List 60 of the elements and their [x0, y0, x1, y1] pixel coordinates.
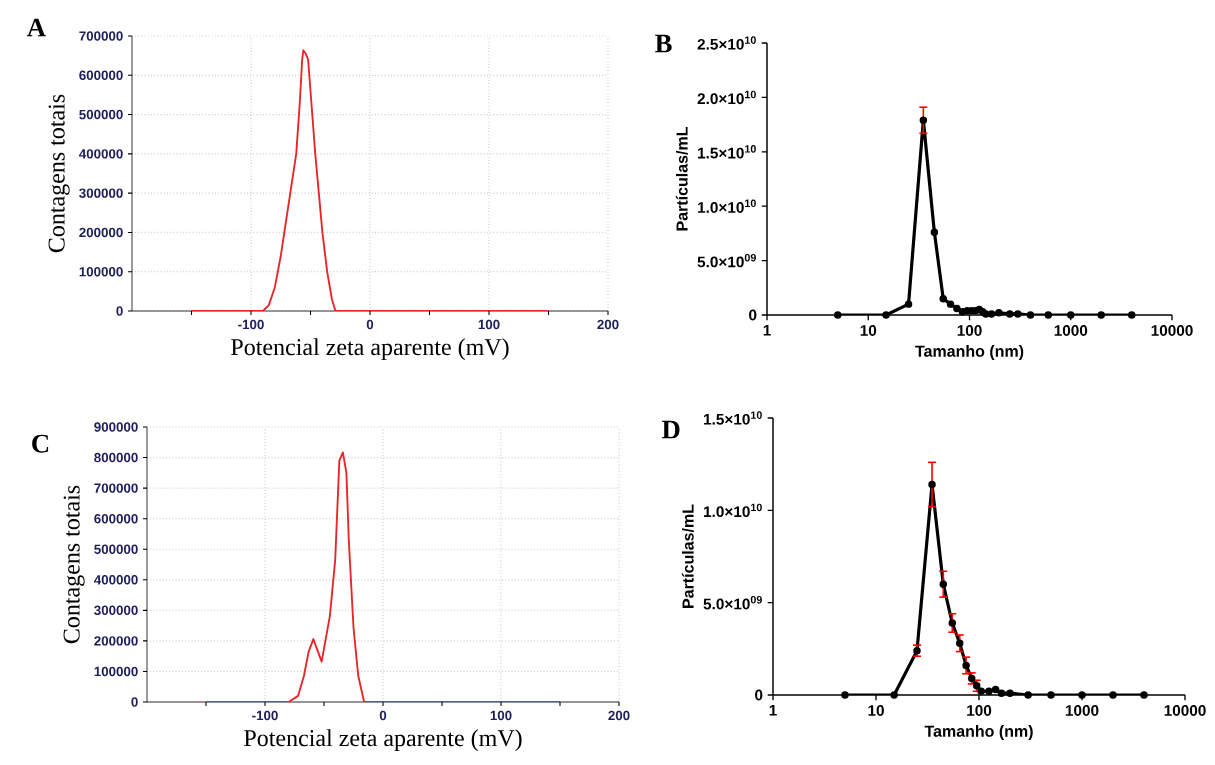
y-tick-label: 800000 [94, 452, 138, 463]
x-tick-label: 10 [868, 705, 884, 716]
x-tick-label: 10000 [1151, 325, 1193, 336]
y-tick-label: 400000 [94, 575, 138, 585]
y-tick-label: 700000 [94, 483, 138, 493]
y-tick-label: 200000 [79, 227, 123, 238]
x-tick-label: 1 [763, 325, 771, 336]
line-series [190, 49, 550, 312]
y-tick-label: 5.0×10$^{09}$ [697, 253, 756, 268]
y-tick-label: 700000 [79, 31, 123, 41]
x-tick-label: 1000 [1065, 705, 1099, 716]
y-tick-label: 600000 [94, 513, 138, 524]
y-tick-label: 400000 [79, 149, 123, 159]
x-tick-label: 100 [957, 325, 982, 336]
x-tick-label: 100 [478, 319, 500, 330]
y-tick-label: 300000 [79, 188, 123, 198]
x-tick-label: 100 [490, 710, 512, 721]
y-axis-title: Partículas/mL [675, 127, 688, 231]
y-tick-label: 0 [749, 309, 757, 321]
x-tick-label: 100 [967, 705, 992, 716]
x-tick-label: 0 [379, 710, 387, 721]
y-tick-label: 200000 [94, 636, 138, 646]
y-tick-label: 2.5×10$^{10}$ [697, 36, 756, 50]
y-tick-label: 2.0×10$^{10}$ [697, 90, 756, 105]
x-tick-label: -100 [238, 319, 264, 330]
x-tick-label: 1000 [1054, 325, 1088, 336]
line-series [205, 451, 561, 703]
y-tick-label: 100000 [94, 666, 138, 677]
y-tick-label: 100000 [79, 267, 123, 277]
x-tick-label: 0 [366, 319, 374, 330]
y-tick-label: 5.0×10$^{09}$ [703, 595, 762, 610]
x-axis-title: Potencial zeta aparente (mV) [244, 729, 522, 752]
y-tick-label: 0 [116, 306, 123, 316]
chart-title: B [655, 34, 672, 53]
y-tick-label: 500000 [79, 109, 123, 120]
x-tick-label: 200 [597, 319, 619, 330]
y-tick-label: 900000 [94, 422, 138, 432]
chart-title: D [661, 420, 680, 439]
x-axis-title: Tamanho (nm) [924, 725, 1033, 740]
x-tick-label: 1 [769, 705, 777, 716]
x-axis-title: Tamanho (nm) [915, 345, 1024, 360]
y-axis-title: Contagens totais [48, 94, 70, 253]
y-tick-label: 1.0×10$^{10}$ [698, 199, 756, 213]
y-axis-title: Contagens totais [63, 485, 85, 644]
y-tick-label: 0 [131, 697, 138, 707]
y-axis-title: Partículas/mL [681, 504, 694, 608]
y-tick-label: 1.5×10$^{10}$ [698, 145, 756, 159]
y-tick-label: 600000 [79, 70, 123, 81]
y-tick-label: 1.0×10$^{10}$ [704, 503, 762, 518]
x-tick-label: 10 [860, 325, 877, 336]
y-tick-label: 500000 [94, 544, 138, 554]
y-tick-label: 0 [755, 689, 763, 701]
y-tick-label: 1.5×10$^{10}$ [704, 411, 762, 425]
x-axis-title: Potencial zeta aparente (mV) [231, 338, 509, 361]
x-tick-label: 10000 [1164, 705, 1206, 716]
chart-title: A [27, 18, 46, 37]
x-tick-label: 200 [608, 710, 630, 721]
y-tick-label: 300000 [94, 605, 138, 616]
chart-title: C [32, 434, 49, 453]
x-tick-label: -100 [252, 710, 278, 721]
